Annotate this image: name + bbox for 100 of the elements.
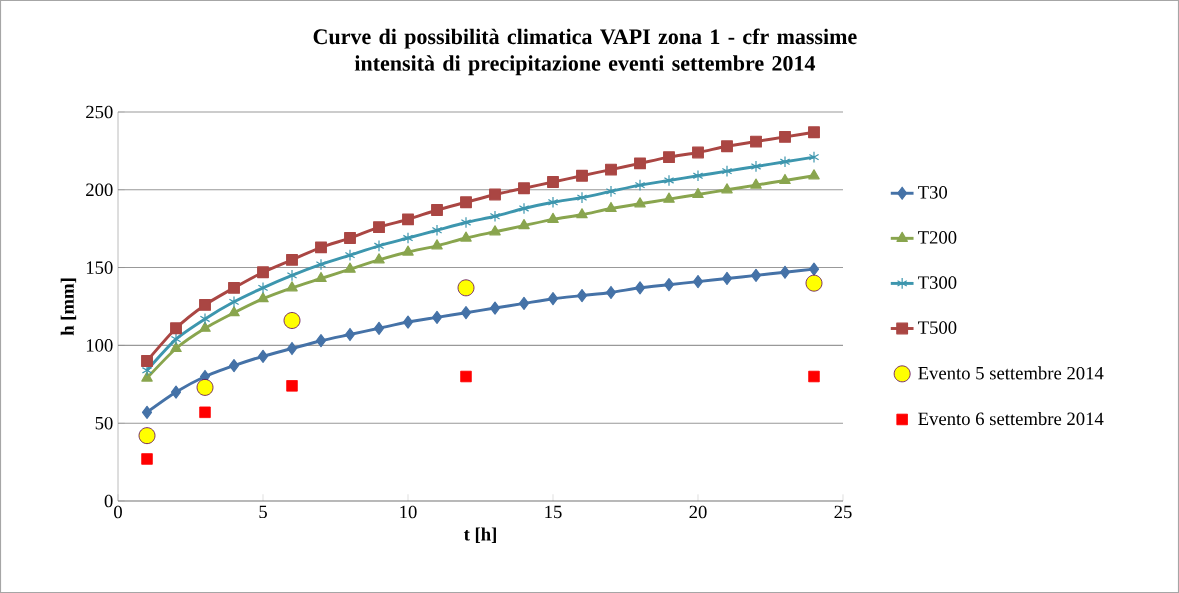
- point: [286, 253, 298, 266]
- point: [402, 315, 414, 329]
- point: [576, 169, 588, 182]
- point: [808, 169, 820, 180]
- point: [518, 202, 530, 215]
- point: [431, 224, 443, 237]
- legend-label: Evento 5 settembre 2014: [918, 366, 1104, 380]
- point: [605, 185, 617, 198]
- point: [750, 135, 762, 148]
- point: [721, 165, 733, 178]
- point: [547, 196, 559, 209]
- point: [750, 160, 762, 173]
- point: [402, 232, 414, 244]
- point: [228, 306, 240, 317]
- point: [779, 173, 791, 185]
- point: [170, 333, 182, 346]
- point: [460, 306, 472, 320]
- point: [547, 176, 559, 188]
- point: [663, 151, 675, 164]
- point: [605, 163, 617, 176]
- legend-label: T500: [918, 321, 957, 334]
- legend-label: T30: [918, 186, 948, 199]
- point: [199, 321, 211, 332]
- point: [344, 327, 356, 342]
- point: [373, 221, 385, 234]
- point: [286, 341, 298, 356]
- point: [170, 322, 182, 335]
- point: [721, 183, 733, 194]
- y-tick-label: 250: [86, 105, 113, 119]
- point: [196, 379, 214, 396]
- point: [257, 349, 269, 363]
- point: [141, 453, 153, 465]
- point: [808, 262, 820, 276]
- y-tick-label: 200: [86, 183, 113, 197]
- point: [489, 225, 501, 236]
- point: [460, 231, 472, 242]
- point: [634, 157, 646, 170]
- y-tick-label: 0: [104, 494, 113, 508]
- y-axis-title: h [mm]: [60, 278, 77, 336]
- point: [228, 295, 240, 308]
- x-tick-label: 0: [114, 505, 122, 519]
- point: [721, 271, 733, 286]
- point: [779, 130, 791, 143]
- x-tick-label: 20: [689, 505, 707, 519]
- point: [344, 262, 356, 273]
- legend-label: T300: [918, 276, 957, 289]
- point: [373, 239, 385, 252]
- point: [286, 281, 298, 292]
- point: [634, 197, 646, 208]
- point: [576, 191, 588, 204]
- point: [808, 151, 820, 164]
- x-tick-label: 25: [834, 505, 852, 519]
- point: [228, 359, 240, 373]
- point: [518, 218, 530, 230]
- point: [460, 216, 472, 229]
- point: [199, 313, 211, 325]
- point: [199, 406, 211, 419]
- point: [692, 169, 704, 182]
- point: [373, 253, 385, 264]
- point: [750, 268, 762, 282]
- point: [315, 241, 327, 254]
- point: [663, 174, 675, 187]
- point: [199, 299, 211, 311]
- point: [808, 370, 820, 383]
- point: [692, 146, 704, 159]
- point: [283, 312, 301, 329]
- point: [547, 212, 559, 223]
- point: [692, 274, 704, 289]
- point: [576, 208, 588, 219]
- point: [547, 292, 559, 306]
- point: [634, 281, 646, 295]
- point: [457, 279, 475, 297]
- point: [286, 380, 298, 392]
- y-tick-label: 150: [86, 261, 113, 274]
- point: [141, 355, 153, 367]
- point: [460, 196, 472, 209]
- chart-title: Curve di possibilità climatica VAPI zona 1 - cfr massime intensità di precipitazione eventi settembre 2014: [313, 28, 857, 76]
- point: [489, 188, 501, 201]
- point: [431, 310, 443, 324]
- point: [257, 266, 269, 279]
- point: [344, 249, 356, 262]
- point: [141, 405, 153, 419]
- point: [663, 278, 675, 292]
- point: [431, 204, 443, 216]
- point: [257, 281, 269, 294]
- point: [779, 155, 791, 168]
- point: [518, 182, 530, 195]
- legend-label: Evento 6 settembre 2014: [918, 411, 1104, 426]
- point: [286, 269, 298, 282]
- point: [721, 140, 733, 153]
- point: [605, 285, 617, 300]
- point: [576, 289, 588, 303]
- x-tick-label: 15: [545, 505, 562, 519]
- point: [373, 321, 385, 335]
- point: [605, 201, 617, 213]
- point: [170, 385, 182, 399]
- point: [518, 296, 530, 310]
- point: [402, 213, 414, 226]
- legend-label: T200: [918, 231, 957, 244]
- point: [489, 301, 501, 315]
